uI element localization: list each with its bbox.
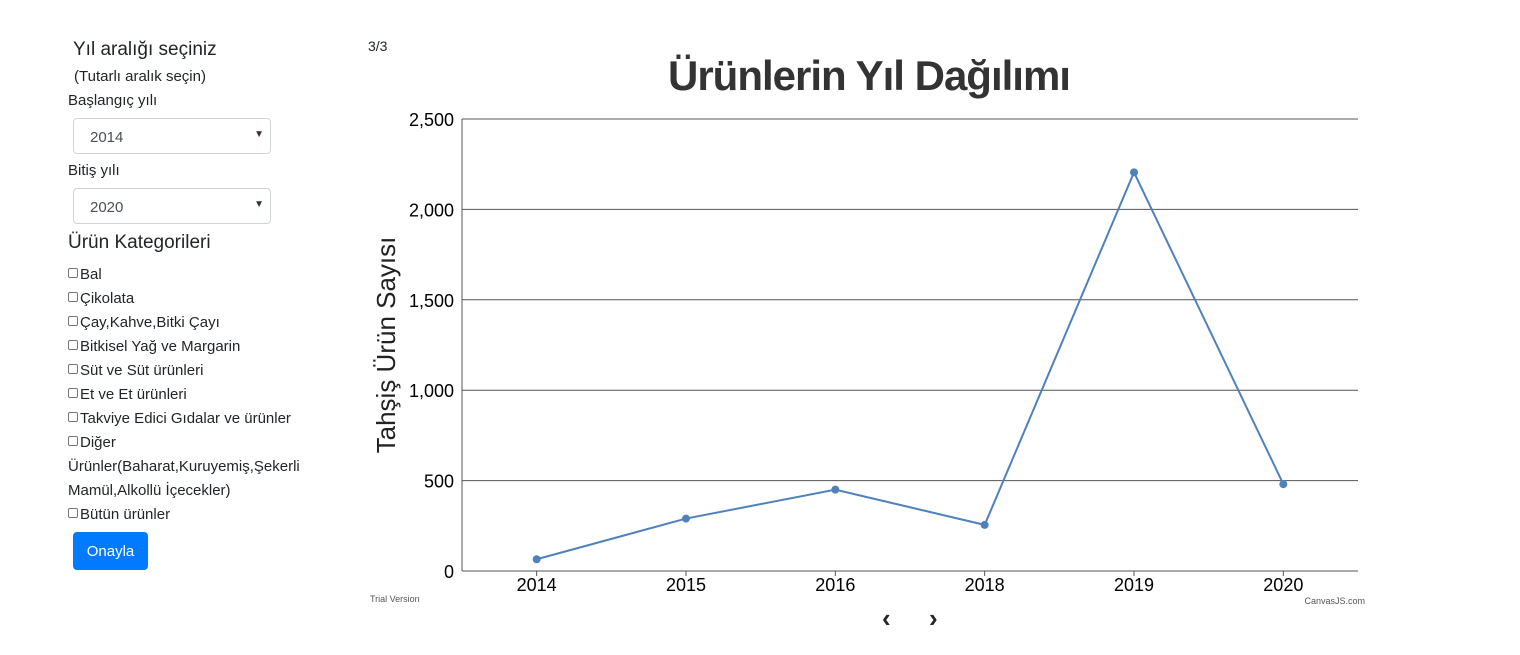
range-hint: (Tutarlı aralık seçin) bbox=[74, 68, 206, 85]
data-point bbox=[532, 555, 541, 564]
category-label: Takviye Edici Gıdalar ve ürünler bbox=[80, 410, 291, 427]
category-label: Bal bbox=[80, 266, 102, 283]
x-tick-label: 2018 bbox=[965, 575, 1005, 595]
category-label: Bütün ürünler bbox=[80, 506, 171, 523]
category-item[interactable]: Takviye Edici Gıdalar ve ürünler bbox=[68, 407, 318, 431]
chevron-down-icon: ▼ bbox=[254, 199, 264, 210]
category-item[interactable]: Bal bbox=[68, 263, 318, 287]
x-tick-label: 2020 bbox=[1263, 575, 1303, 595]
category-label: Diğer Ürünler(Baharat,Kuruyemiş,Şekerli … bbox=[68, 434, 300, 499]
confirm-button[interactable]: Onayla bbox=[73, 532, 148, 570]
data-point bbox=[1130, 168, 1138, 177]
checkbox[interactable] bbox=[68, 388, 78, 398]
end-year-label: Bitiş yılı bbox=[68, 162, 120, 179]
start-year-label: Başlangıç yılı bbox=[68, 92, 158, 109]
series-line bbox=[536, 169, 1285, 561]
category-item[interactable]: Bütün ürünler bbox=[68, 503, 318, 527]
end-year-value: 2020 bbox=[90, 199, 124, 216]
checkbox[interactable] bbox=[68, 508, 78, 518]
category-item[interactable]: Et ve Et ürünleri bbox=[68, 383, 318, 407]
categories-title: Ürün Kategorileri bbox=[68, 232, 211, 253]
category-item[interactable]: Çikolata bbox=[68, 287, 318, 311]
checkbox[interactable] bbox=[68, 436, 78, 446]
checkbox[interactable] bbox=[68, 316, 78, 326]
end-year-select[interactable]: 2020 ▼ bbox=[73, 188, 271, 224]
start-year-value: 2014 bbox=[90, 129, 124, 146]
category-label: Çay,Kahve,Bitki Çayı bbox=[80, 314, 220, 331]
checkbox[interactable] bbox=[68, 412, 78, 422]
category-item[interactable]: Bitkisel Yağ ve Margarin bbox=[68, 335, 318, 359]
trial-version-label: Trial Version bbox=[370, 594, 420, 604]
category-item[interactable]: Diğer Ürünler(Baharat,Kuruyemiş,Şekerli … bbox=[68, 431, 318, 503]
data-point bbox=[1279, 480, 1288, 489]
data-point bbox=[980, 520, 989, 529]
x-tick-label: 2016 bbox=[815, 575, 855, 595]
category-item[interactable]: Süt ve Süt ürünleri bbox=[68, 359, 318, 383]
next-slide-button[interactable]: › bbox=[929, 603, 938, 633]
range-title: Yıl aralığı seçiniz bbox=[73, 39, 217, 60]
chart-title: Ürünlerin Yıl Dağılımı bbox=[668, 52, 1071, 99]
page-indicator: 3/3 bbox=[368, 38, 388, 54]
category-label: Bitkisel Yağ ve Margarin bbox=[80, 338, 241, 355]
checkbox[interactable] bbox=[68, 268, 78, 278]
x-tick-label: 2019 bbox=[1114, 575, 1154, 595]
filter-sidebar: Yıl aralığı seçiniz (Tutarlı aralık seçi… bbox=[0, 0, 330, 655]
checkbox[interactable] bbox=[68, 364, 78, 374]
chevron-down-icon: ▼ bbox=[254, 129, 264, 140]
category-label: Çikolata bbox=[80, 290, 135, 307]
y-axis-title: Tahşiş Ürün Sayısı bbox=[371, 237, 401, 454]
checkbox[interactable] bbox=[68, 340, 78, 350]
category-item[interactable]: Çay,Kahve,Bitki Çayı bbox=[68, 311, 318, 335]
y-tick-label: 1,500 bbox=[409, 291, 454, 311]
previous-slide-button[interactable]: ‹ bbox=[882, 603, 891, 633]
category-label: Et ve Et ürünleri bbox=[80, 386, 187, 403]
x-tick-label: 2014 bbox=[517, 575, 557, 595]
y-tick-label: 2,500 bbox=[409, 110, 454, 130]
y-tick-label: 0 bbox=[444, 562, 454, 582]
credit-label: CanvasJS.com bbox=[1304, 596, 1365, 606]
y-tick-label: 500 bbox=[424, 472, 454, 492]
start-year-select[interactable]: 2014 ▼ bbox=[73, 118, 271, 154]
category-list: Bal Çikolata Çay,Kahve,Bitki Çayı Bitkis… bbox=[68, 263, 318, 527]
x-tick-label: 2015 bbox=[666, 575, 706, 595]
y-tick-label: 1,000 bbox=[409, 381, 454, 401]
data-point bbox=[682, 514, 690, 523]
y-tick-label: 2,000 bbox=[409, 200, 454, 220]
checkbox[interactable] bbox=[68, 292, 78, 302]
data-point bbox=[831, 485, 840, 494]
category-label: Süt ve Süt ürünleri bbox=[80, 362, 204, 379]
